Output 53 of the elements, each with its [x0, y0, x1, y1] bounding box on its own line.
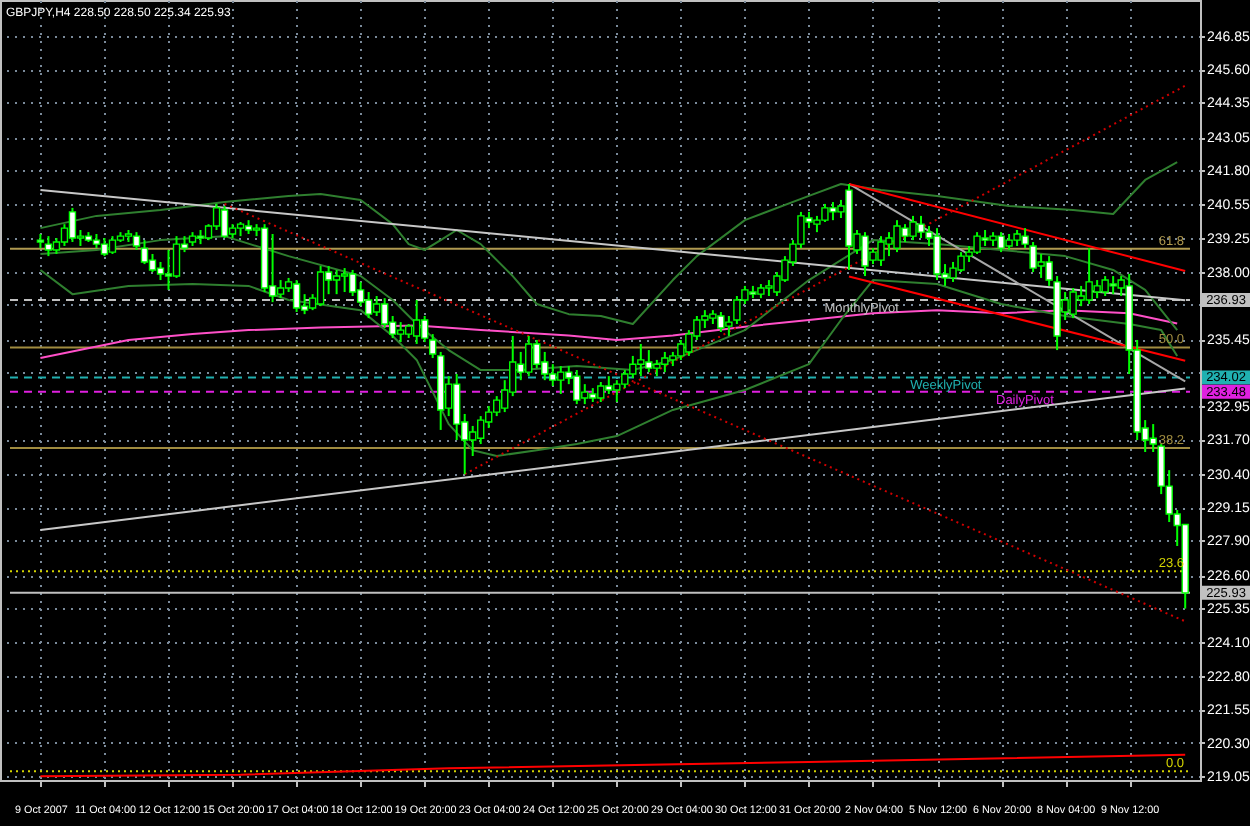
- candlestick: [220, 205, 229, 239]
- candlestick: [533, 338, 541, 370]
- candlestick: [957, 251, 965, 274]
- candlestick: [348, 268, 357, 298]
- candlestick: [276, 279, 285, 300]
- candlestick: [1069, 287, 1077, 320]
- candlestick: [68, 206, 77, 243]
- candlestick: [396, 321, 405, 344]
- candlestick: [332, 268, 341, 296]
- candlestick: [44, 235, 53, 258]
- candlestick: [1101, 275, 1109, 298]
- line-series: [39, 753, 1187, 778]
- candlestick: [1085, 247, 1093, 306]
- candlestick: [645, 349, 653, 374]
- candlestick: [573, 369, 581, 406]
- candlestick: [933, 227, 941, 282]
- candlestick: [597, 381, 605, 403]
- candlestick: [164, 248, 173, 291]
- candlestick: [156, 260, 165, 282]
- candlestick: [372, 295, 381, 317]
- candlestick: [212, 202, 221, 232]
- candlestick: [1109, 275, 1117, 296]
- candlestick: [661, 350, 669, 374]
- candlestick: [949, 260, 957, 283]
- candlestick: [829, 201, 837, 222]
- candlestick: [140, 239, 149, 266]
- candlestick: [380, 297, 389, 329]
- candlestick: [909, 214, 917, 242]
- candlestick: [861, 231, 869, 278]
- candlestick: [316, 264, 325, 308]
- candlestick: [340, 267, 349, 294]
- candlestick: [877, 235, 885, 267]
- candlestick: [917, 214, 925, 239]
- candlestick: [717, 311, 725, 333]
- candlestick: [973, 231, 981, 255]
- candlestick: [1037, 252, 1045, 279]
- candlestick: [557, 365, 565, 395]
- candlestick: [469, 424, 477, 458]
- candlestick: [148, 252, 157, 274]
- candlestick: [412, 299, 421, 345]
- candlestick: [997, 231, 1005, 254]
- candlestick: [885, 231, 893, 258]
- candlestick: [821, 202, 829, 224]
- candlestick: [677, 338, 685, 361]
- candlestick: [893, 219, 901, 254]
- candlestick: [1093, 279, 1101, 300]
- candlestick: [1077, 284, 1085, 308]
- candlestick: [525, 334, 533, 378]
- candlestick: [581, 383, 589, 406]
- candlestick: [292, 279, 301, 313]
- candlestick: [637, 342, 645, 378]
- candlestick: [453, 373, 461, 442]
- candlestick: [100, 236, 109, 258]
